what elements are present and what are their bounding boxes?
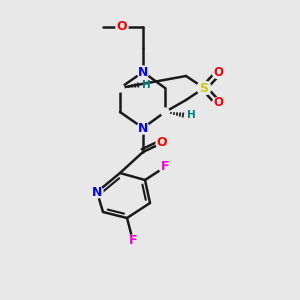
Circle shape (137, 66, 149, 78)
Circle shape (137, 122, 149, 134)
Text: N: N (138, 65, 148, 79)
Text: S: S (200, 82, 208, 94)
Text: N: N (92, 185, 102, 199)
Text: O: O (157, 136, 167, 149)
Text: F: F (161, 160, 169, 173)
Text: O: O (213, 67, 223, 80)
Circle shape (127, 235, 139, 247)
Text: O: O (213, 97, 223, 110)
Text: F: F (129, 235, 137, 248)
Circle shape (156, 137, 168, 149)
Circle shape (161, 108, 169, 116)
Text: O: O (117, 20, 127, 34)
Circle shape (212, 98, 224, 109)
Circle shape (116, 21, 128, 33)
Circle shape (159, 161, 171, 173)
Circle shape (212, 68, 224, 79)
Text: N: N (138, 122, 148, 134)
Circle shape (116, 84, 124, 92)
Text: H: H (187, 110, 196, 120)
Text: H: H (142, 80, 151, 90)
Circle shape (91, 186, 103, 198)
Circle shape (197, 81, 211, 95)
